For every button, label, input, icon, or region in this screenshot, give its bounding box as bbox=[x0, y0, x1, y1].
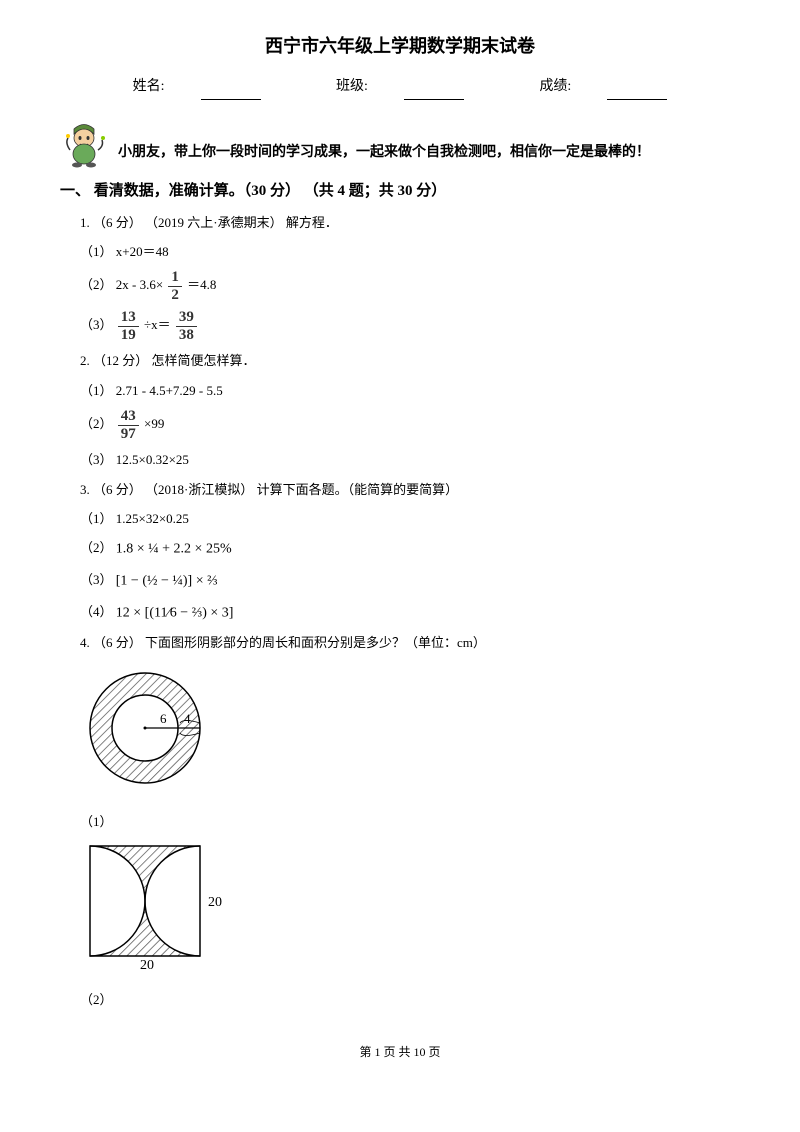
radius-label: 6 bbox=[160, 711, 167, 726]
page-footer: 第 1 页 共 10 页 bbox=[60, 1042, 740, 1064]
q1-sub1: （1） x+20＝48 bbox=[80, 240, 740, 263]
q3-sub3: （3） [1 − (½ − ¼)] × ⅔ bbox=[80, 568, 740, 594]
q2-sub3: （3） 12.5×0.32×25 bbox=[80, 448, 740, 471]
q4-title: 4. （6 分） 下面图形阴影部分的周长和面积分别是多少？（单位：cm） bbox=[80, 631, 740, 654]
q3-sub4: （4） 12 × [(11⁄6 − ⅔) × 3] bbox=[80, 600, 740, 626]
fraction-icon: 39 38 bbox=[176, 309, 197, 343]
mascot-icon bbox=[60, 118, 110, 168]
q2-sub1: （1） 2.71 - 4.5+7.29 - 5.5 bbox=[80, 379, 740, 402]
score-label: 成绩: bbox=[521, 79, 685, 94]
annulus-diagram-icon: 6 4 bbox=[80, 663, 220, 793]
q4-figure1: 6 4 bbox=[80, 663, 740, 802]
page-title: 西宁市六年级上学期数学期末试卷 bbox=[60, 30, 740, 62]
q4-fig2-label: （2） bbox=[80, 988, 740, 1011]
q1-sub2: （2） 2x - 3.6× 1 2 ＝4.8 bbox=[80, 269, 740, 303]
class-label: 班级: bbox=[318, 79, 482, 94]
fraction-icon: 1 2 bbox=[168, 269, 182, 303]
square-semicircles-diagram-icon: 20 20 bbox=[80, 841, 235, 971]
width-label: 20 bbox=[140, 958, 154, 971]
q2-title: 2. （12 分） 怎样简便怎样算． bbox=[80, 349, 740, 372]
name-label: 姓名: bbox=[115, 79, 279, 94]
q4-figure2: 20 20 bbox=[80, 841, 740, 980]
gap-label: 4 bbox=[184, 711, 191, 726]
section-1-header: 一、 看清数据，准确计算。（30 分） （共 4 题；共 30 分） bbox=[60, 178, 740, 205]
fraction-icon: 43 97 bbox=[118, 408, 139, 442]
q1-sub3: （3） 13 19 ÷x＝ 39 38 bbox=[80, 309, 740, 343]
encouragement-text: 小朋友，带上你一段时间的学习成果，一起来做个自我检测吧，相信你一定是最棒的！ bbox=[118, 140, 650, 167]
height-label: 20 bbox=[208, 895, 222, 910]
fraction-icon: 13 19 bbox=[118, 309, 139, 343]
q3-title: 3. （6 分） （2018·浙江模拟） 计算下面各题。（能简算的要简算） bbox=[80, 478, 740, 501]
mascot-row: 小朋友，带上你一段时间的学习成果，一起来做个自我检测吧，相信你一定是最棒的！ bbox=[60, 118, 740, 168]
q3-sub1: （1） 1.25×32×0.25 bbox=[80, 507, 740, 530]
q4-fig1-label: （1） bbox=[80, 810, 740, 833]
q3-sub2: （2） 1.8 × ¼ + 2.2 × 25% bbox=[80, 536, 740, 562]
q2-sub2: （2） 43 97 ×99 bbox=[80, 408, 740, 442]
q1-title: 1. （6 分） （2019 六上·承德期末） 解方程． bbox=[80, 211, 740, 234]
header-fields: 姓名: 班级: 成绩: bbox=[60, 74, 740, 99]
